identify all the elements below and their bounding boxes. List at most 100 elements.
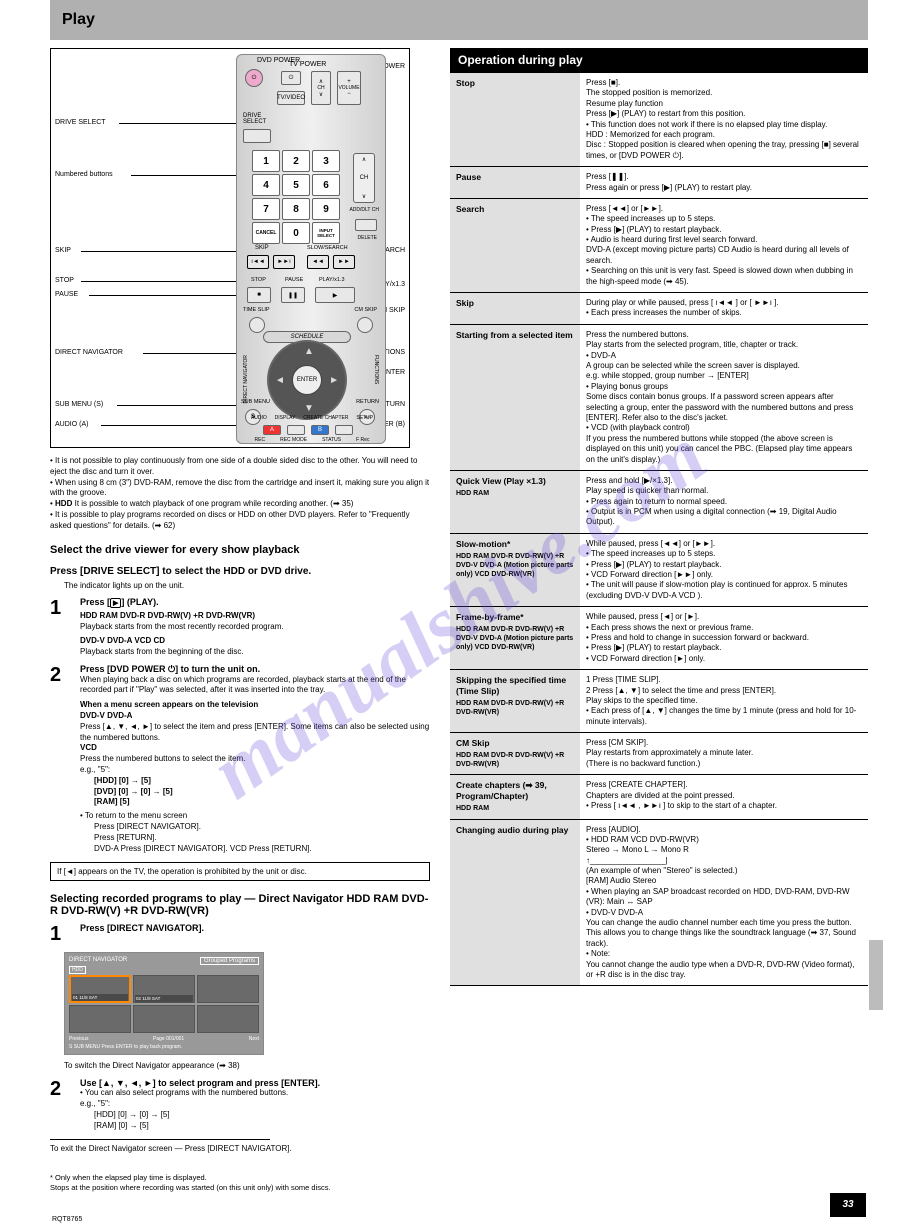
op-right-7: While paused, press [◄] or [►]. • Each p…: [580, 607, 868, 670]
press-drive-body: The indicator lights up on the unit.: [50, 581, 430, 592]
step-2-num: 2: [50, 664, 72, 855]
op-left-1: Pause: [450, 167, 580, 199]
op-left-6: Slow-motion*HDD RAM DVD-R DVD-RW(V) +R D…: [450, 533, 580, 606]
nav-thumb-5[interactable]: [133, 1005, 195, 1033]
op-right-5: Press and hold [▶/×1.3]. Play speed is q…: [580, 470, 868, 533]
direct-navigator-screen: DIRECT NAVIGATORGrouped Programs HDD 01 …: [64, 952, 264, 1055]
btn-dvd-power[interactable]: ⏻: [245, 69, 263, 87]
line: [81, 281, 251, 282]
btn-audio[interactable]: A: [263, 425, 281, 435]
callout-pause: PAUSE: [55, 291, 78, 299]
btn-play[interactable]: ▶: [315, 287, 355, 303]
key-cancel[interactable]: CANCEL: [252, 222, 280, 244]
key-5[interactable]: 5: [282, 174, 310, 196]
btn-drive-select[interactable]: [243, 129, 271, 143]
black-strip: Operation during play: [450, 48, 868, 72]
op-right-3: During play or while paused, press [ ı◄◄…: [580, 293, 868, 325]
note-1: • It is not possible to play continuousl…: [50, 456, 430, 478]
key-8[interactable]: 8: [282, 198, 310, 220]
btn-setup[interactable]: [335, 425, 353, 435]
lbl-rec: REC: [255, 437, 266, 443]
callout-stop: STOP: [55, 277, 74, 285]
key-1[interactable]: 1: [252, 150, 280, 172]
btn-skip-next[interactable]: ►►ı: [273, 255, 295, 269]
btn-tv-power[interactable]: ⏻: [281, 71, 301, 85]
lbl-recmode: REC MODE: [280, 437, 307, 443]
nav-page: Page 001/001: [153, 1036, 184, 1042]
key-0[interactable]: 0: [282, 222, 310, 244]
btn-create-chapter[interactable]: B: [311, 425, 329, 435]
key-input[interactable]: INPUT SELECT: [312, 222, 340, 244]
lbl-frec: F Rec: [356, 437, 369, 443]
key-2[interactable]: 2: [282, 150, 310, 172]
step-1-body: Press [▶] (PLAY). HDD RAM DVD-R DVD-RW(V…: [80, 597, 430, 657]
lbl-cmskip: CM SKIP: [354, 307, 377, 313]
op-right-6: While paused, press [◄◄] or [►►]. • The …: [580, 533, 868, 606]
header-bar: Play: [50, 0, 868, 40]
page-title: Play: [62, 11, 95, 29]
left-column: DRIVE SELECT Numbered buttons SKIP STOP …: [50, 48, 430, 1199]
btn-cmskip[interactable]: [357, 317, 373, 333]
nav-step-2-num: 2: [50, 1078, 72, 1131]
lbl-slow: SLOW/SEARCH: [307, 245, 348, 251]
line: [119, 123, 239, 124]
exit-line: To exit the Direct Navigator screen — Pr…: [50, 1144, 430, 1155]
key-7[interactable]: 7: [252, 198, 280, 220]
nav-thumbs: 01 11/8 SAT 02 11/8 SAT: [69, 975, 259, 1033]
btn-ch-main[interactable]: ∧CH∨: [353, 153, 375, 203]
btn-adddlt[interactable]: [355, 219, 377, 231]
callout-submenu: SUB MENU (S): [55, 401, 103, 409]
nav-thumb-6[interactable]: [197, 1005, 259, 1033]
key-6[interactable]: 6: [312, 174, 340, 196]
nav-thumb-4[interactable]: [69, 1005, 131, 1033]
remote-body: DVD POWER ⏻ TV POWER ⏻ TV/VIDEO ∧CH∨ +VO…: [236, 54, 386, 444]
nav-thumb-1[interactable]: 01 11/8 SAT: [69, 975, 131, 1003]
line: [101, 425, 251, 426]
nav-step-1: 1 Press [DIRECT NAVIGATOR].: [50, 923, 430, 946]
lbl-timeslip: TIME SLIP: [243, 307, 270, 313]
key-3[interactable]: 3: [312, 150, 340, 172]
op-left-7: Frame-by-frame*HDD RAM DVD-R DVD-RW(V) +…: [450, 607, 580, 670]
op-right-0: Press [■]. The stopped position is memor…: [580, 73, 868, 167]
nav-up-icon: ▲: [304, 346, 314, 357]
btn-ch-tv[interactable]: ∧CH∨: [311, 71, 331, 105]
divider: [50, 1139, 270, 1140]
page: manualshive.com Play DRIVE SELECT Number…: [0, 0, 918, 1229]
side-tab: [869, 940, 883, 1010]
op-left-4: Starting from a selected item: [450, 324, 580, 470]
btn-timeslip[interactable]: [249, 317, 265, 333]
nav-switch-note: To switch the Direct Navigator appearanc…: [50, 1061, 430, 1072]
op-right-2: Press [◄◄] or [►►]. • The speed increase…: [580, 198, 868, 292]
keypad: 1 2 3 4 5 6 7 8 9 CANCEL 0 INPUT SELECT: [252, 150, 340, 244]
op-left-3: Skip: [450, 293, 580, 325]
btn-stop[interactable]: ■: [247, 287, 271, 303]
lbl-audio: AUDIO: [251, 415, 267, 421]
nav-mode: Grouped Programs: [200, 957, 259, 965]
line: [81, 251, 246, 252]
btn-search-rev[interactable]: ◄◄: [307, 255, 329, 269]
btn-volume[interactable]: +VOLUME−: [337, 71, 361, 105]
nav-thumb-2[interactable]: 02 11/8 SAT: [133, 975, 195, 1003]
nav-hdd: HDD: [69, 966, 86, 974]
btn-skip-prev[interactable]: ı◄◄: [247, 255, 269, 269]
callout-drive-select: DRIVE SELECT: [55, 119, 106, 127]
btn-display[interactable]: [287, 425, 305, 435]
nav-thumb-3[interactable]: [197, 975, 259, 1003]
lbl-status: STATUS: [322, 437, 341, 443]
step-2-body: Press [DVD POWER ⏻] to turn the unit on.…: [80, 664, 430, 855]
btn-search-fwd[interactable]: ►►: [333, 255, 355, 269]
btn-tvvideo[interactable]: TV/VIDEO: [277, 91, 305, 105]
key-9[interactable]: 9: [312, 198, 340, 220]
tip-box: If [◄] appears on the TV, the operation …: [50, 862, 430, 881]
key-4[interactable]: 4: [252, 174, 280, 196]
callout-skip: SKIP: [55, 247, 71, 255]
lbl-play: PLAY/x1.3: [319, 277, 345, 283]
footnote: * Only when the elapsed play time is dis…: [50, 1173, 400, 1193]
step-1: 1 Press [▶] (PLAY). HDD RAM DVD-R DVD-RW…: [50, 597, 430, 657]
nav-prev: Previous: [69, 1036, 88, 1042]
nav-ring[interactable]: ▲ ▼ ◄ ► ENTER: [267, 340, 347, 420]
btn-enter[interactable]: ENTER: [292, 365, 322, 395]
op-left-10: Create chapters (➡ 39, Program/Chapter)H…: [450, 775, 580, 819]
callout-direct-nav: DIRECT NAVIGATOR: [55, 349, 123, 357]
btn-pause[interactable]: ❚❚: [281, 287, 305, 303]
